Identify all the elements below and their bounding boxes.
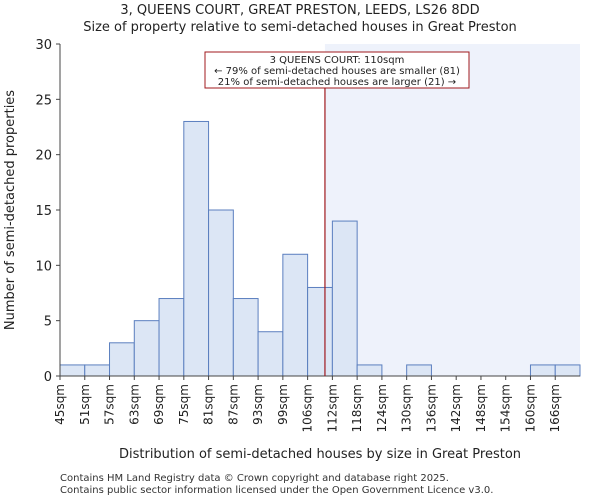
x-tick-label: 118sqm <box>350 384 364 432</box>
y-axis-label: Number of semi-detached properties <box>3 90 18 330</box>
x-tick-label: 124sqm <box>375 384 389 432</box>
x-tick-label: 51sqm <box>78 384 92 425</box>
x-tick-label: 57sqm <box>103 384 117 425</box>
x-tick-label: 45sqm <box>53 384 67 425</box>
footer-copyright: Contains HM Land Registry data © Crown c… <box>60 473 449 484</box>
annotation-larger: 21% of semi-detached houses are larger (… <box>218 77 456 88</box>
highlight-region <box>324 44 580 376</box>
histogram-bar <box>529 364 556 377</box>
chart-subtitle: Size of property relative to semi-detach… <box>83 20 517 35</box>
x-tick-label: 81sqm <box>202 384 216 425</box>
y-tick-label: 15 <box>35 204 52 219</box>
x-tick-label: 99sqm <box>276 384 290 425</box>
histogram-bar <box>183 120 210 377</box>
x-tick-label: 75sqm <box>177 384 191 425</box>
x-tick-label: 148sqm <box>474 384 488 432</box>
annotation-box <box>204 51 470 89</box>
x-tick-label: 63sqm <box>127 384 141 425</box>
histogram-bar <box>84 364 111 377</box>
x-tick-label: 93sqm <box>251 384 265 425</box>
x-tick-label: 166sqm <box>548 384 562 432</box>
y-tick-label: 25 <box>35 93 52 108</box>
footer-licence: Contains public sector information licen… <box>60 485 494 496</box>
y-tick-label: 30 <box>35 38 52 53</box>
annotation-title: 3 QUEENS COURT: 110sqm <box>270 55 405 66</box>
histogram-bar <box>331 220 358 377</box>
x-axis-label: Distribution of semi-detached houses by … <box>119 447 521 462</box>
x-tick-label: 136sqm <box>424 384 438 432</box>
chart-title: 3, QUEENS COURT, GREAT PRESTON, LEEDS, L… <box>120 3 480 18</box>
histogram-bar <box>232 298 259 377</box>
y-tick-label: 0 <box>44 370 52 385</box>
x-tick-label: 106sqm <box>301 384 315 432</box>
histogram-bar <box>282 253 309 377</box>
histogram-bar <box>356 364 383 377</box>
histogram-bar <box>158 298 185 377</box>
histogram-bar <box>257 331 284 377</box>
histogram-bar <box>59 364 86 377</box>
histogram-bar <box>554 364 581 377</box>
x-tick-label: 112sqm <box>325 384 339 432</box>
x-tick-label: 142sqm <box>449 384 463 432</box>
histogram-bar <box>307 286 333 377</box>
x-tick-label: 69sqm <box>152 384 166 425</box>
x-tick-label: 154sqm <box>499 384 513 432</box>
y-tick-label: 5 <box>44 315 52 330</box>
x-tick-label: 130sqm <box>400 384 414 432</box>
histogram-bar <box>109 342 135 377</box>
histogram-bar <box>133 320 160 377</box>
y-tick-label: 10 <box>35 259 52 274</box>
annotation-smaller: ← 79% of semi-detached houses are smalle… <box>214 66 460 77</box>
histogram-bar <box>406 364 432 377</box>
x-tick-label: 160sqm <box>523 384 537 432</box>
x-tick-label: 87sqm <box>226 384 240 425</box>
histogram-bar <box>208 209 234 377</box>
y-tick-label: 20 <box>35 149 52 164</box>
